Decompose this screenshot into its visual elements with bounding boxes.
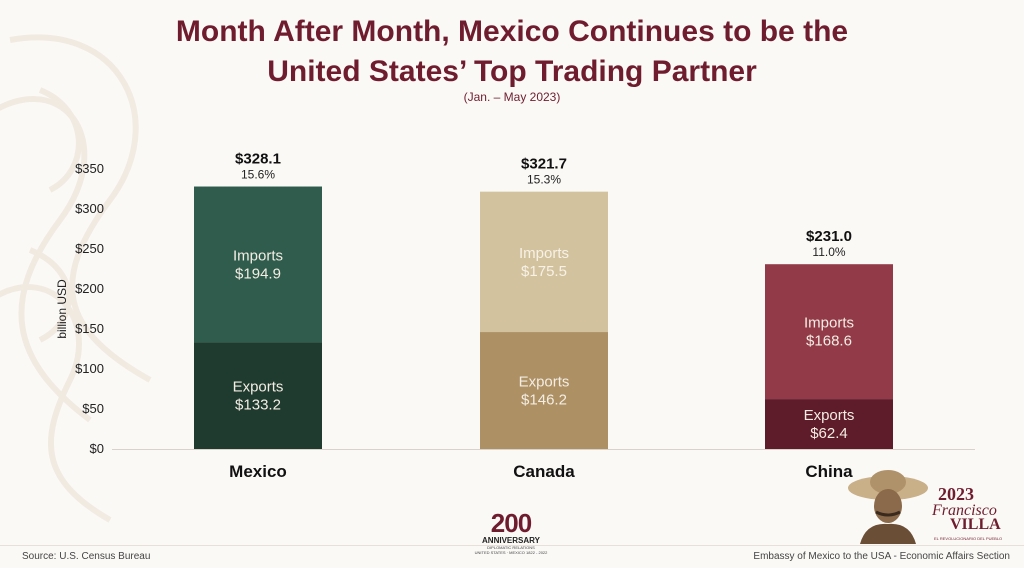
villa-tagline: EL REVOLUCIONARIO DEL PUEBLO — [934, 536, 1003, 541]
villa-portrait-icon — [848, 470, 928, 544]
segment-series-label: Imports — [804, 315, 854, 332]
segment-series-label: Imports — [233, 247, 283, 264]
bar-segment-exports — [480, 332, 608, 449]
x-category-label: Mexico — [229, 462, 287, 481]
y-tick-label: $250 — [75, 241, 104, 256]
anniversary-subtitle-2: UNITED STATES · MEXICO 1822 - 2022 — [474, 550, 548, 555]
segment-value-label: $194.9 — [235, 265, 281, 282]
villa-name-last: VILLA — [950, 516, 1001, 533]
bar-total-label: $328.1 — [235, 151, 281, 168]
francisco-villa-logo: 2023 Francisco VILLA EL REVOLUCIONARIO D… — [846, 466, 1016, 546]
bar-share-label: 15.6% — [241, 168, 275, 182]
chart-title: Month After Month, Mexico Continues to b… — [0, 12, 1024, 92]
bar-segment-exports — [765, 399, 893, 449]
segment-value-label: $62.4 — [810, 425, 848, 442]
title-line-2: United States’ Top Trading Partner — [267, 55, 757, 88]
segment-series-label: Exports — [519, 374, 570, 391]
y-tick-label: $100 — [75, 361, 104, 376]
segment-series-label: Exports — [233, 379, 284, 396]
segment-series-label: Imports — [519, 245, 569, 262]
anniversary-number: 200 — [490, 508, 532, 538]
bar-segment-imports — [194, 186, 322, 343]
y-tick-label: $200 — [75, 281, 104, 296]
y-tick-label: $0 — [90, 441, 104, 456]
chart-subtitle: (Jan. – May 2023) — [463, 90, 561, 104]
footer-divider — [0, 545, 1024, 546]
y-tick-label: $150 — [75, 321, 104, 336]
source-note: Source: U.S. Census Bureau — [22, 551, 151, 562]
segment-series-label: Exports — [804, 407, 855, 424]
credit-note: Embassy of Mexico to the USA - Economic … — [753, 551, 1010, 562]
bar-share-label: 11.0% — [812, 245, 845, 259]
bar-segment-imports — [480, 191, 608, 333]
y-tick-label: $50 — [82, 401, 104, 416]
title-line-1: Month After Month, Mexico Continues to b… — [175, 15, 849, 48]
bar-total-label: $231.0 — [806, 228, 852, 245]
x-category-label: Canada — [513, 462, 575, 481]
y-tick-label: $350 — [75, 161, 104, 176]
bar-segment-exports — [194, 342, 322, 449]
villa-year: 2023 — [938, 484, 974, 504]
segment-value-label: $146.2 — [521, 392, 567, 409]
segment-value-label: $133.2 — [235, 397, 281, 414]
y-tick-label: $300 — [75, 201, 104, 216]
villa-name-first: Francisco — [932, 502, 997, 519]
bar-total-label: $321.7 — [521, 156, 567, 173]
segment-value-label: $168.6 — [806, 333, 852, 350]
segment-value-label: $175.5 — [521, 263, 567, 280]
anniversary-label: ANNIVERSARY — [482, 536, 540, 545]
x-category-label: China — [805, 462, 853, 481]
y-axis-label: billion USD — [55, 279, 69, 339]
anniversary-subtitle: DIPLOMATIC RELATIONS — [487, 545, 535, 550]
bar-share-label: 15.3% — [527, 173, 561, 187]
bar-segment-imports — [765, 264, 893, 400]
anniversary-logo: 200 ANNIVERSARY DIPLOMATIC RELATIONS UNI… — [472, 510, 550, 566]
